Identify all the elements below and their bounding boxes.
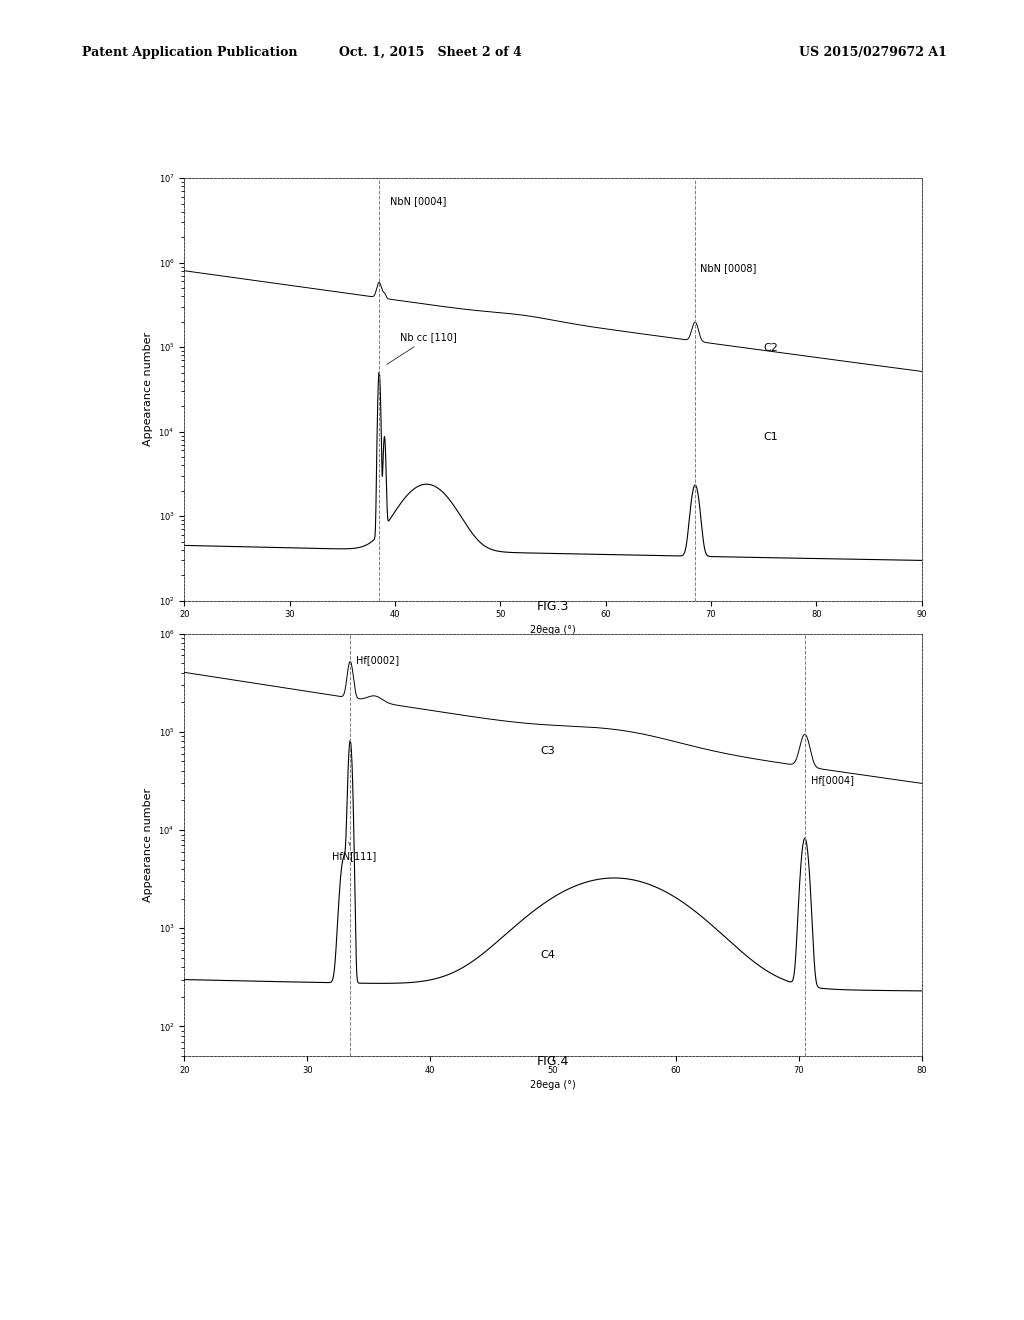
Text: Patent Application Publication: Patent Application Publication bbox=[82, 46, 297, 59]
X-axis label: 2θega (°): 2θega (°) bbox=[530, 1080, 575, 1090]
Text: NbN [0004]: NbN [0004] bbox=[390, 195, 446, 206]
Text: Hf[0004]: Hf[0004] bbox=[811, 775, 854, 785]
Y-axis label: Appearance number: Appearance number bbox=[143, 333, 153, 446]
Text: Oct. 1, 2015   Sheet 2 of 4: Oct. 1, 2015 Sheet 2 of 4 bbox=[339, 46, 521, 59]
Text: HfN[111]: HfN[111] bbox=[332, 842, 376, 862]
X-axis label: 2θega (°): 2θega (°) bbox=[530, 624, 575, 635]
Text: NbN [0008]: NbN [0008] bbox=[700, 263, 757, 273]
Y-axis label: Appearance number: Appearance number bbox=[143, 788, 153, 902]
Text: US 2015/0279672 A1: US 2015/0279672 A1 bbox=[799, 46, 946, 59]
Text: C1: C1 bbox=[764, 432, 778, 442]
Text: C2: C2 bbox=[764, 343, 778, 352]
Text: Nb cc [110]: Nb cc [110] bbox=[387, 333, 457, 364]
Text: FIG.3: FIG.3 bbox=[537, 599, 569, 612]
Text: C4: C4 bbox=[541, 950, 556, 960]
Text: Hf[0002]: Hf[0002] bbox=[356, 655, 399, 665]
Text: C3: C3 bbox=[541, 746, 555, 755]
Text: FIG.4: FIG.4 bbox=[537, 1055, 569, 1068]
